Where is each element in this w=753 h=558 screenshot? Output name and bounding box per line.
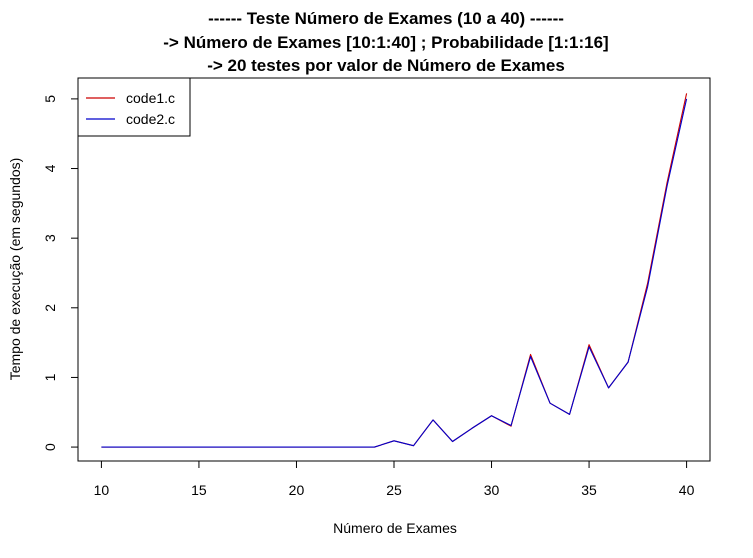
legend-label: code1.c <box>126 90 175 106</box>
x-tick-label: 10 <box>94 482 110 498</box>
x-tick-label: 25 <box>386 482 402 498</box>
y-axis: 0 1 2 3 4 5 <box>42 95 79 451</box>
y-tick-label: 5 <box>42 95 58 103</box>
title-line-2: -> Número de Exames [10:1:40] ; Probabil… <box>163 33 608 52</box>
chart-title: ------ Teste Número de Exames (10 a 40) … <box>163 9 608 75</box>
legend: code1.c code2.c <box>77 77 191 137</box>
series-line-code2-c <box>101 98 688 448</box>
y-tick-label: 4 <box>42 164 58 172</box>
x-axis-label: Número de Exames <box>333 520 457 536</box>
series-line-code1-c <box>101 93 688 448</box>
x-tick-label: 40 <box>679 482 695 498</box>
legend-label: code2.c <box>126 111 175 127</box>
series-layer <box>101 93 688 448</box>
y-tick-label: 2 <box>42 304 58 312</box>
title-line-3: -> 20 testes por valor de Número de Exam… <box>207 56 565 75</box>
title-line-1: ------ Teste Número de Exames (10 a 40) … <box>208 9 564 28</box>
x-tick-label: 35 <box>581 482 597 498</box>
x-tick-label: 20 <box>289 482 305 498</box>
legend-box <box>77 77 191 137</box>
y-tick-label: 1 <box>42 373 58 381</box>
x-tick-label: 15 <box>191 482 207 498</box>
x-axis: 10 15 20 25 30 35 40 <box>94 460 695 498</box>
y-axis-label: Tempo de execução (em segundos) <box>7 158 23 381</box>
y-tick-label: 3 <box>42 234 58 242</box>
y-tick-label: 0 <box>42 443 58 451</box>
x-tick-label: 30 <box>484 482 500 498</box>
